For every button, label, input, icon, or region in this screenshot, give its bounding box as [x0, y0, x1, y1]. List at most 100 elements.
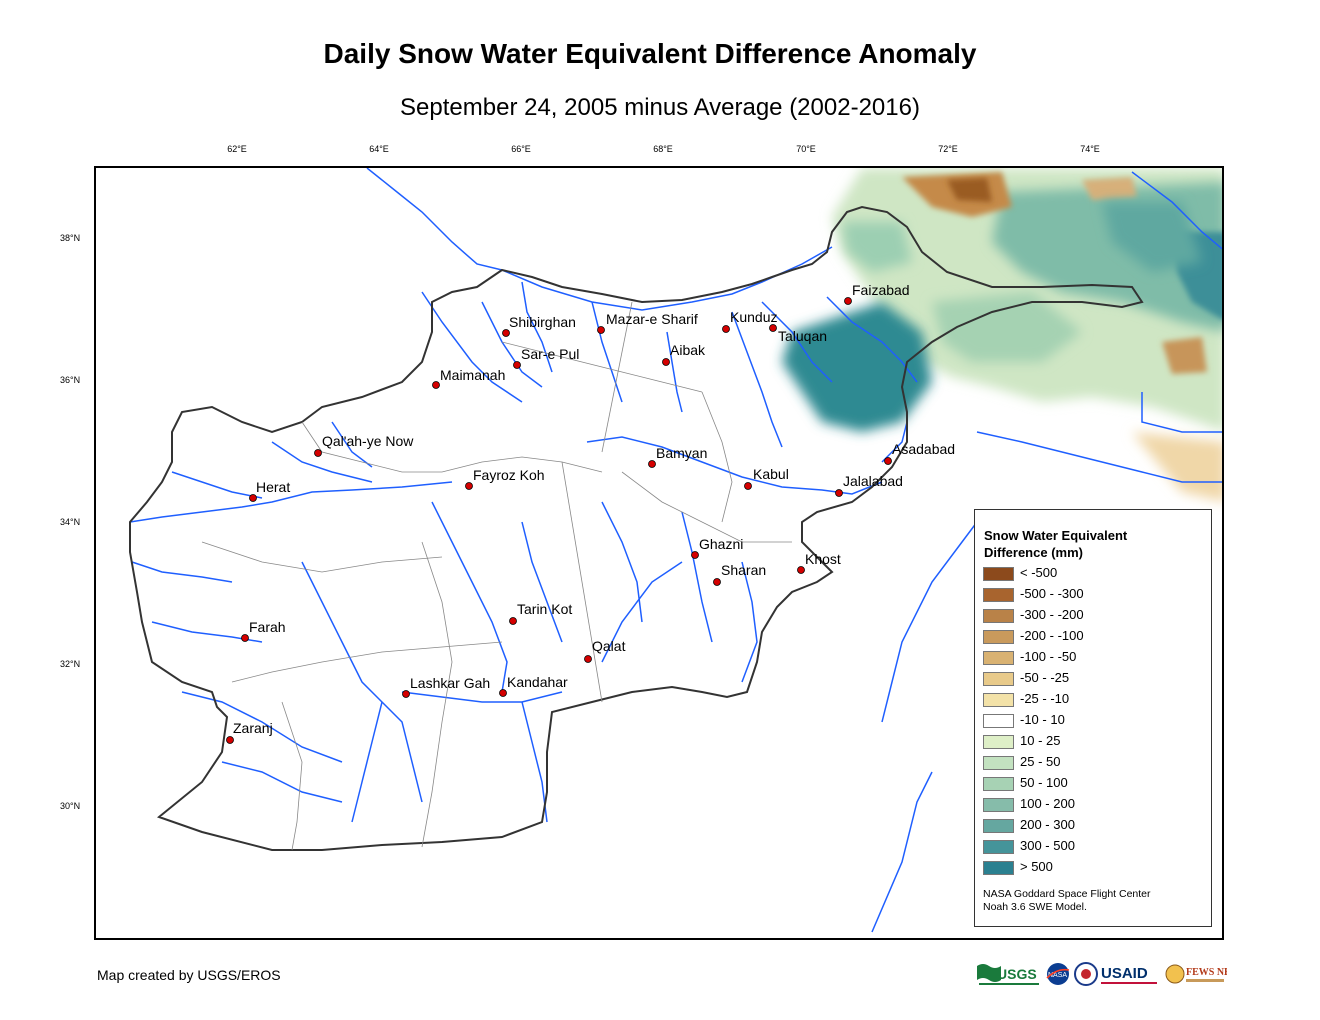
legend-swatch — [983, 798, 1014, 812]
svg-text:Mazar-e Sharif: Mazar-e Sharif — [606, 311, 698, 327]
legend-label: 200 - 300 — [1020, 817, 1075, 832]
legend-swatch — [983, 840, 1014, 854]
svg-text:Asadabad: Asadabad — [892, 441, 955, 457]
city-taluqan: Taluqan — [769, 324, 827, 344]
legend-label: 25 - 50 — [1020, 754, 1061, 769]
legend-label: 10 - 25 — [1020, 733, 1061, 748]
city-fayroz-koh: Fayroz Koh — [465, 467, 545, 490]
city-layer: Faizabad Shibirghan Mazar-e Sharif Kundu… — [226, 282, 955, 744]
svg-text:Sar-e Pul: Sar-e Pul — [521, 346, 579, 362]
city-asadabad: Asadabad — [884, 441, 955, 465]
svg-text:Maimanah: Maimanah — [440, 367, 505, 383]
lat-label: 32°N — [60, 659, 81, 669]
credit-line1: NASA Goddard Space Flight Center — [983, 888, 1151, 900]
nasa-logo: NASA — [1046, 963, 1070, 985]
fewsnet-logo: FEWS NET — [1165, 964, 1227, 984]
usaid-logo: USAID — [1101, 965, 1157, 984]
svg-text:Bamyan: Bamyan — [656, 445, 707, 461]
lon-label: 74°E — [1080, 144, 1100, 154]
city-kunduz: Kunduz — [722, 309, 777, 333]
legend-title-line2: Difference (mm) — [984, 545, 1083, 560]
svg-text:Kabul: Kabul — [753, 466, 789, 482]
legend-label: -10 - 10 — [1020, 712, 1065, 727]
legend-label: -100 - -50 — [1020, 649, 1077, 664]
lon-label: 70°E — [796, 144, 816, 154]
legend-swatch — [983, 777, 1014, 791]
legend-swatch — [983, 588, 1014, 602]
city-aibak: Aibak — [662, 342, 706, 366]
lat-label: 30°N — [60, 801, 81, 811]
city-herat: Herat — [249, 479, 290, 502]
city-kandahar: Kandahar — [499, 674, 568, 697]
legend-swatch — [983, 735, 1014, 749]
map-subtitle: September 24, 2005 minus Average (2002-2… — [400, 94, 920, 121]
city-ghazni: Ghazni — [691, 536, 743, 559]
svg-text:Ghazni: Ghazni — [699, 536, 743, 552]
legend-label: > 500 — [1020, 859, 1053, 874]
city-kabul: Kabul — [744, 466, 789, 490]
legend-swatch — [983, 714, 1014, 728]
city-farah: Farah — [241, 619, 286, 642]
svg-text:Zaranj: Zaranj — [233, 720, 273, 736]
footer-credit: Map created by USGS/EROS — [97, 967, 281, 983]
city-sar-e-pul: Sar-e Pul — [513, 346, 579, 369]
svg-text:Tarin Kot: Tarin Kot — [517, 601, 572, 617]
svg-text:Sharan: Sharan — [721, 562, 766, 578]
legend-swatch — [983, 651, 1014, 665]
legend-swatch — [983, 609, 1014, 623]
country-border — [129, 205, 1144, 851]
svg-text:Herat: Herat — [256, 479, 290, 495]
legend-title-line1: Snow Water Equivalent — [984, 528, 1128, 543]
svg-text:FEWS NET: FEWS NET — [1186, 967, 1227, 978]
legend-swatch — [983, 819, 1014, 833]
map-title: Daily Snow Water Equivalent Difference A… — [323, 38, 977, 69]
rivers — [129, 168, 1222, 933]
city-bamyan: Bamyan — [648, 445, 707, 468]
city-mazar-e-sharif: Mazar-e Sharif — [597, 311, 698, 334]
legend-label: 300 - 500 — [1020, 838, 1075, 853]
legend-label: -25 - -10 — [1020, 691, 1070, 706]
svg-text:Kunduz: Kunduz — [730, 309, 777, 325]
city-jalalabad: Jalalabad — [835, 473, 903, 497]
usgs-logo: USGS — [977, 964, 1039, 985]
lat-label: 36°N — [60, 375, 81, 385]
legend-label: -500 - -300 — [1020, 586, 1084, 601]
legend-swatch — [983, 672, 1014, 686]
svg-text:Jalalabad: Jalalabad — [843, 473, 903, 489]
svg-text:Taluqan: Taluqan — [778, 328, 827, 344]
legend: Snow Water Equivalent Difference (mm) < … — [974, 509, 1212, 927]
city-zaranj: Zaranj — [226, 720, 273, 744]
svg-text:Farah: Farah — [249, 619, 286, 635]
lon-label: 72°E — [938, 144, 958, 154]
legend-label: < -500 — [1020, 565, 1058, 580]
agency-logos: USGS NASA USAID FEWS NET — [975, 960, 1230, 988]
svg-text:Lashkar Gah: Lashkar Gah — [410, 675, 490, 691]
svg-text:Shibirghan: Shibirghan — [509, 314, 576, 330]
seal-logo — [1074, 962, 1098, 986]
city-shibirghan: Shibirghan — [502, 314, 576, 337]
legend-credit: NASA Goddard Space Flight Center Noah 3.… — [983, 888, 1151, 914]
city-qalat: Qalat — [584, 638, 626, 663]
svg-text:Faizabad: Faizabad — [852, 282, 910, 298]
legend-swatch — [983, 630, 1014, 644]
legend-title: Snow Water Equivalent Difference (mm) — [984, 527, 1127, 561]
svg-text:USAID: USAID — [1101, 965, 1148, 982]
svg-text:Kandahar: Kandahar — [507, 674, 568, 690]
legend-label: 50 - 100 — [1020, 775, 1068, 790]
snow-anomaly-shading — [782, 168, 1222, 502]
svg-text:Fayroz Koh: Fayroz Koh — [473, 467, 545, 483]
city-lashkar-gah: Lashkar Gah — [402, 675, 490, 698]
lon-label: 66°E — [511, 144, 531, 154]
map-canvas: Faizabad Shibirghan Mazar-e Sharif Kundu… — [129, 168, 1222, 933]
svg-text:Qalat: Qalat — [592, 638, 626, 654]
legend-swatch — [983, 567, 1014, 581]
legend-swatch — [983, 861, 1014, 875]
lat-label: 34°N — [60, 517, 81, 527]
city-tarin-kot: Tarin Kot — [509, 601, 572, 625]
legend-swatch — [983, 756, 1014, 770]
city-faizabad: Faizabad — [844, 282, 910, 305]
lon-label: 64°E — [369, 144, 389, 154]
city-maimanah: Maimanah — [432, 367, 505, 389]
city-qalah-ye-now: Qal'ah-ye Now — [314, 433, 414, 457]
legend-label: -50 - -25 — [1020, 670, 1070, 685]
